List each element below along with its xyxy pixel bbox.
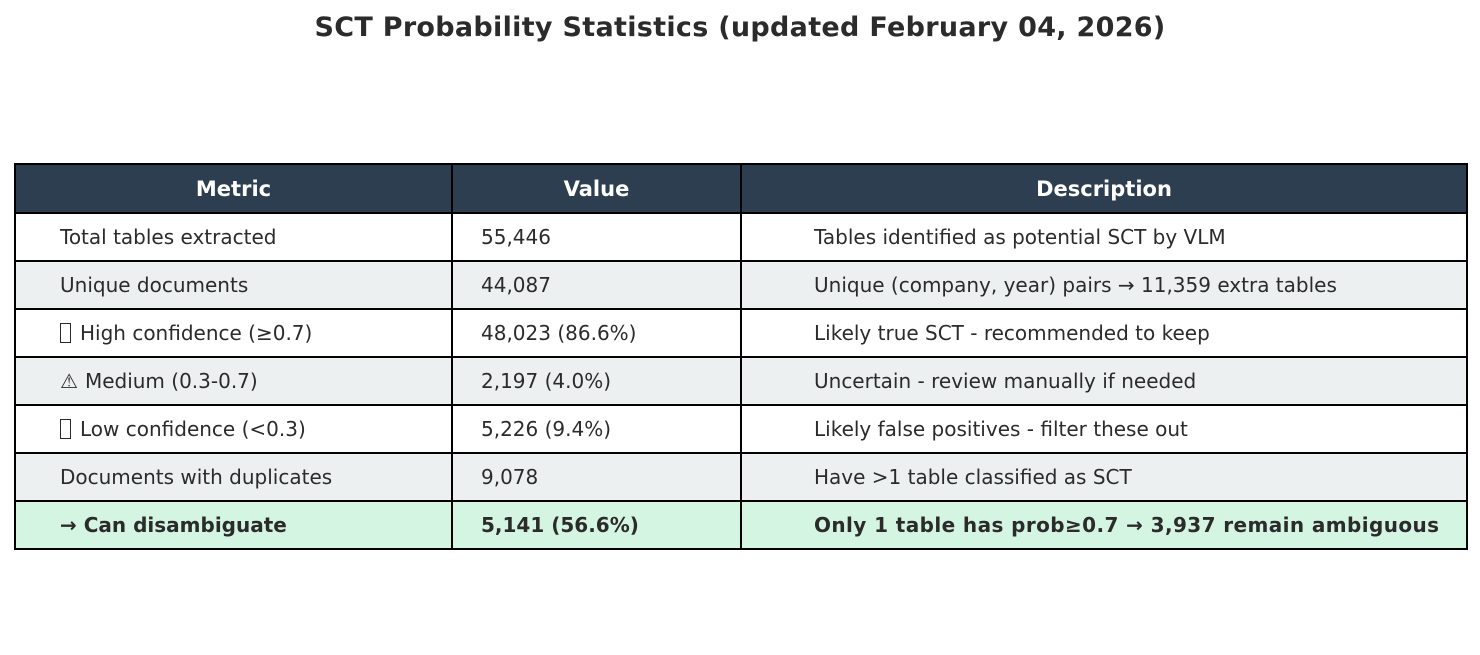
metric-cell: High confidence (≥0.7) (14, 308, 453, 358)
table-row: Documents with duplicates 9,078 Have >1 … (14, 452, 1468, 502)
value-cell: 5,141 (56.6%) (451, 500, 742, 550)
value-cell: 2,197 (4.0%) (451, 356, 742, 406)
value-label: 9,078 (481, 465, 539, 489)
value-label: 5,141 (56.6%) (481, 513, 639, 537)
metric-label: Low confidence (<0.3) (80, 417, 306, 441)
value-label: 44,087 (481, 273, 551, 297)
description-cell: Likely false positives - filter these ou… (740, 404, 1468, 454)
metric-label: Documents with duplicates (60, 465, 333, 489)
table-row: High confidence (≥0.7) 48,023 (86.6%) Li… (14, 308, 1468, 358)
col-header-metric: Metric (14, 163, 453, 214)
missing-glyph-icon (60, 419, 71, 439)
description-label: Likely false positives - filter these ou… (814, 417, 1188, 441)
col-header-description: Description (740, 163, 1468, 214)
description-cell: Likely true SCT - recommended to keep (740, 308, 1468, 358)
description-label: Have >1 table classified as SCT (814, 465, 1132, 489)
description-cell: Have >1 table classified as SCT (740, 452, 1468, 502)
value-cell: 55,446 (451, 212, 742, 262)
value-label: 5,226 (9.4%) (481, 417, 612, 441)
table-row: Unique documents 44,087 Unique (company,… (14, 260, 1468, 310)
description-cell: Uncertain - review manually if needed (740, 356, 1468, 406)
value-label: 48,023 (86.6%) (481, 321, 637, 345)
metric-cell: Total tables extracted (14, 212, 453, 262)
value-cell: 48,023 (86.6%) (451, 308, 742, 358)
metric-cell: Low confidence (<0.3) (14, 404, 453, 454)
value-cell: 9,078 (451, 452, 742, 502)
metric-cell: Documents with duplicates (14, 452, 453, 502)
table-row: Total tables extracted 55,446 Tables ide… (14, 212, 1468, 262)
metric-label: Total tables extracted (60, 225, 277, 249)
metric-label: High confidence (≥0.7) (80, 321, 313, 345)
table-row: Low confidence (<0.3) 5,226 (9.4%) Likel… (14, 404, 1468, 454)
description-label: Tables identified as potential SCT by VL… (814, 225, 1226, 249)
metric-label: Medium (0.3-0.7) (84, 369, 258, 393)
metric-cell: → Can disambiguate (14, 500, 453, 550)
col-header-value: Value (451, 163, 742, 214)
description-label: Likely true SCT - recommended to keep (814, 321, 1210, 345)
sct-statistics-table: Metric Value Description Total tables ex… (14, 163, 1468, 550)
description-cell: Unique (company, year) pairs → 11,359 ex… (740, 260, 1468, 310)
description-label: Uncertain - review manually if needed (814, 369, 1197, 393)
metric-label: Unique documents (60, 273, 249, 297)
header-row: Metric Value Description (14, 163, 1468, 214)
description-cell: Tables identified as potential SCT by VL… (740, 212, 1468, 262)
table-row-highlight: → Can disambiguate 5,141 (56.6%) Only 1 … (14, 500, 1468, 550)
metric-label: → Can disambiguate (60, 513, 287, 537)
missing-glyph-icon (60, 323, 71, 343)
value-cell: 44,087 (451, 260, 742, 310)
metric-cell: ⚠ Medium (0.3-0.7) (14, 356, 453, 406)
description-label: Only 1 table has prob≥0.7 → 3,937 remain… (814, 513, 1440, 537)
value-label: 2,197 (4.0%) (481, 369, 612, 393)
warning-icon: ⚠ (60, 369, 78, 393)
description-cell: Only 1 table has prob≥0.7 → 3,937 remain… (740, 500, 1468, 550)
figure-title: SCT Probability Statistics (updated Febr… (314, 12, 1166, 43)
value-label: 55,446 (481, 225, 551, 249)
description-label: Unique (company, year) pairs → 11,359 ex… (814, 273, 1337, 297)
metric-cell: Unique documents (14, 260, 453, 310)
value-cell: 5,226 (9.4%) (451, 404, 742, 454)
table-row: ⚠ Medium (0.3-0.7) 2,197 (4.0%) Uncertain… (14, 356, 1468, 406)
